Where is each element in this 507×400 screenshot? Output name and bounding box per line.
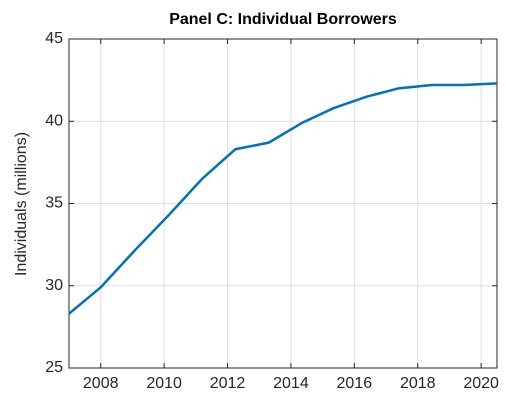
x-tick-label: 2020 [463,375,499,392]
x-tick-label: 2018 [400,375,436,392]
x-tick-label: 2008 [83,375,119,392]
x-tick-label: 2016 [337,375,373,392]
plot-frame [68,38,498,369]
y-tick-label: 30 [45,277,63,294]
data-line [68,82,498,315]
y-tick-label: 40 [45,112,63,129]
chart-title: Panel C: Individual Borrowers [169,11,397,28]
y-axis-label: Individuals (millions) [13,132,30,276]
x-tick-label: 2010 [146,375,182,392]
y-tick-label: 45 [45,30,63,47]
y-tick-label: 25 [45,359,63,376]
x-tick-label: 2012 [210,375,246,392]
y-tick-label: 35 [45,195,63,212]
x-tick-label: 2014 [273,375,309,392]
